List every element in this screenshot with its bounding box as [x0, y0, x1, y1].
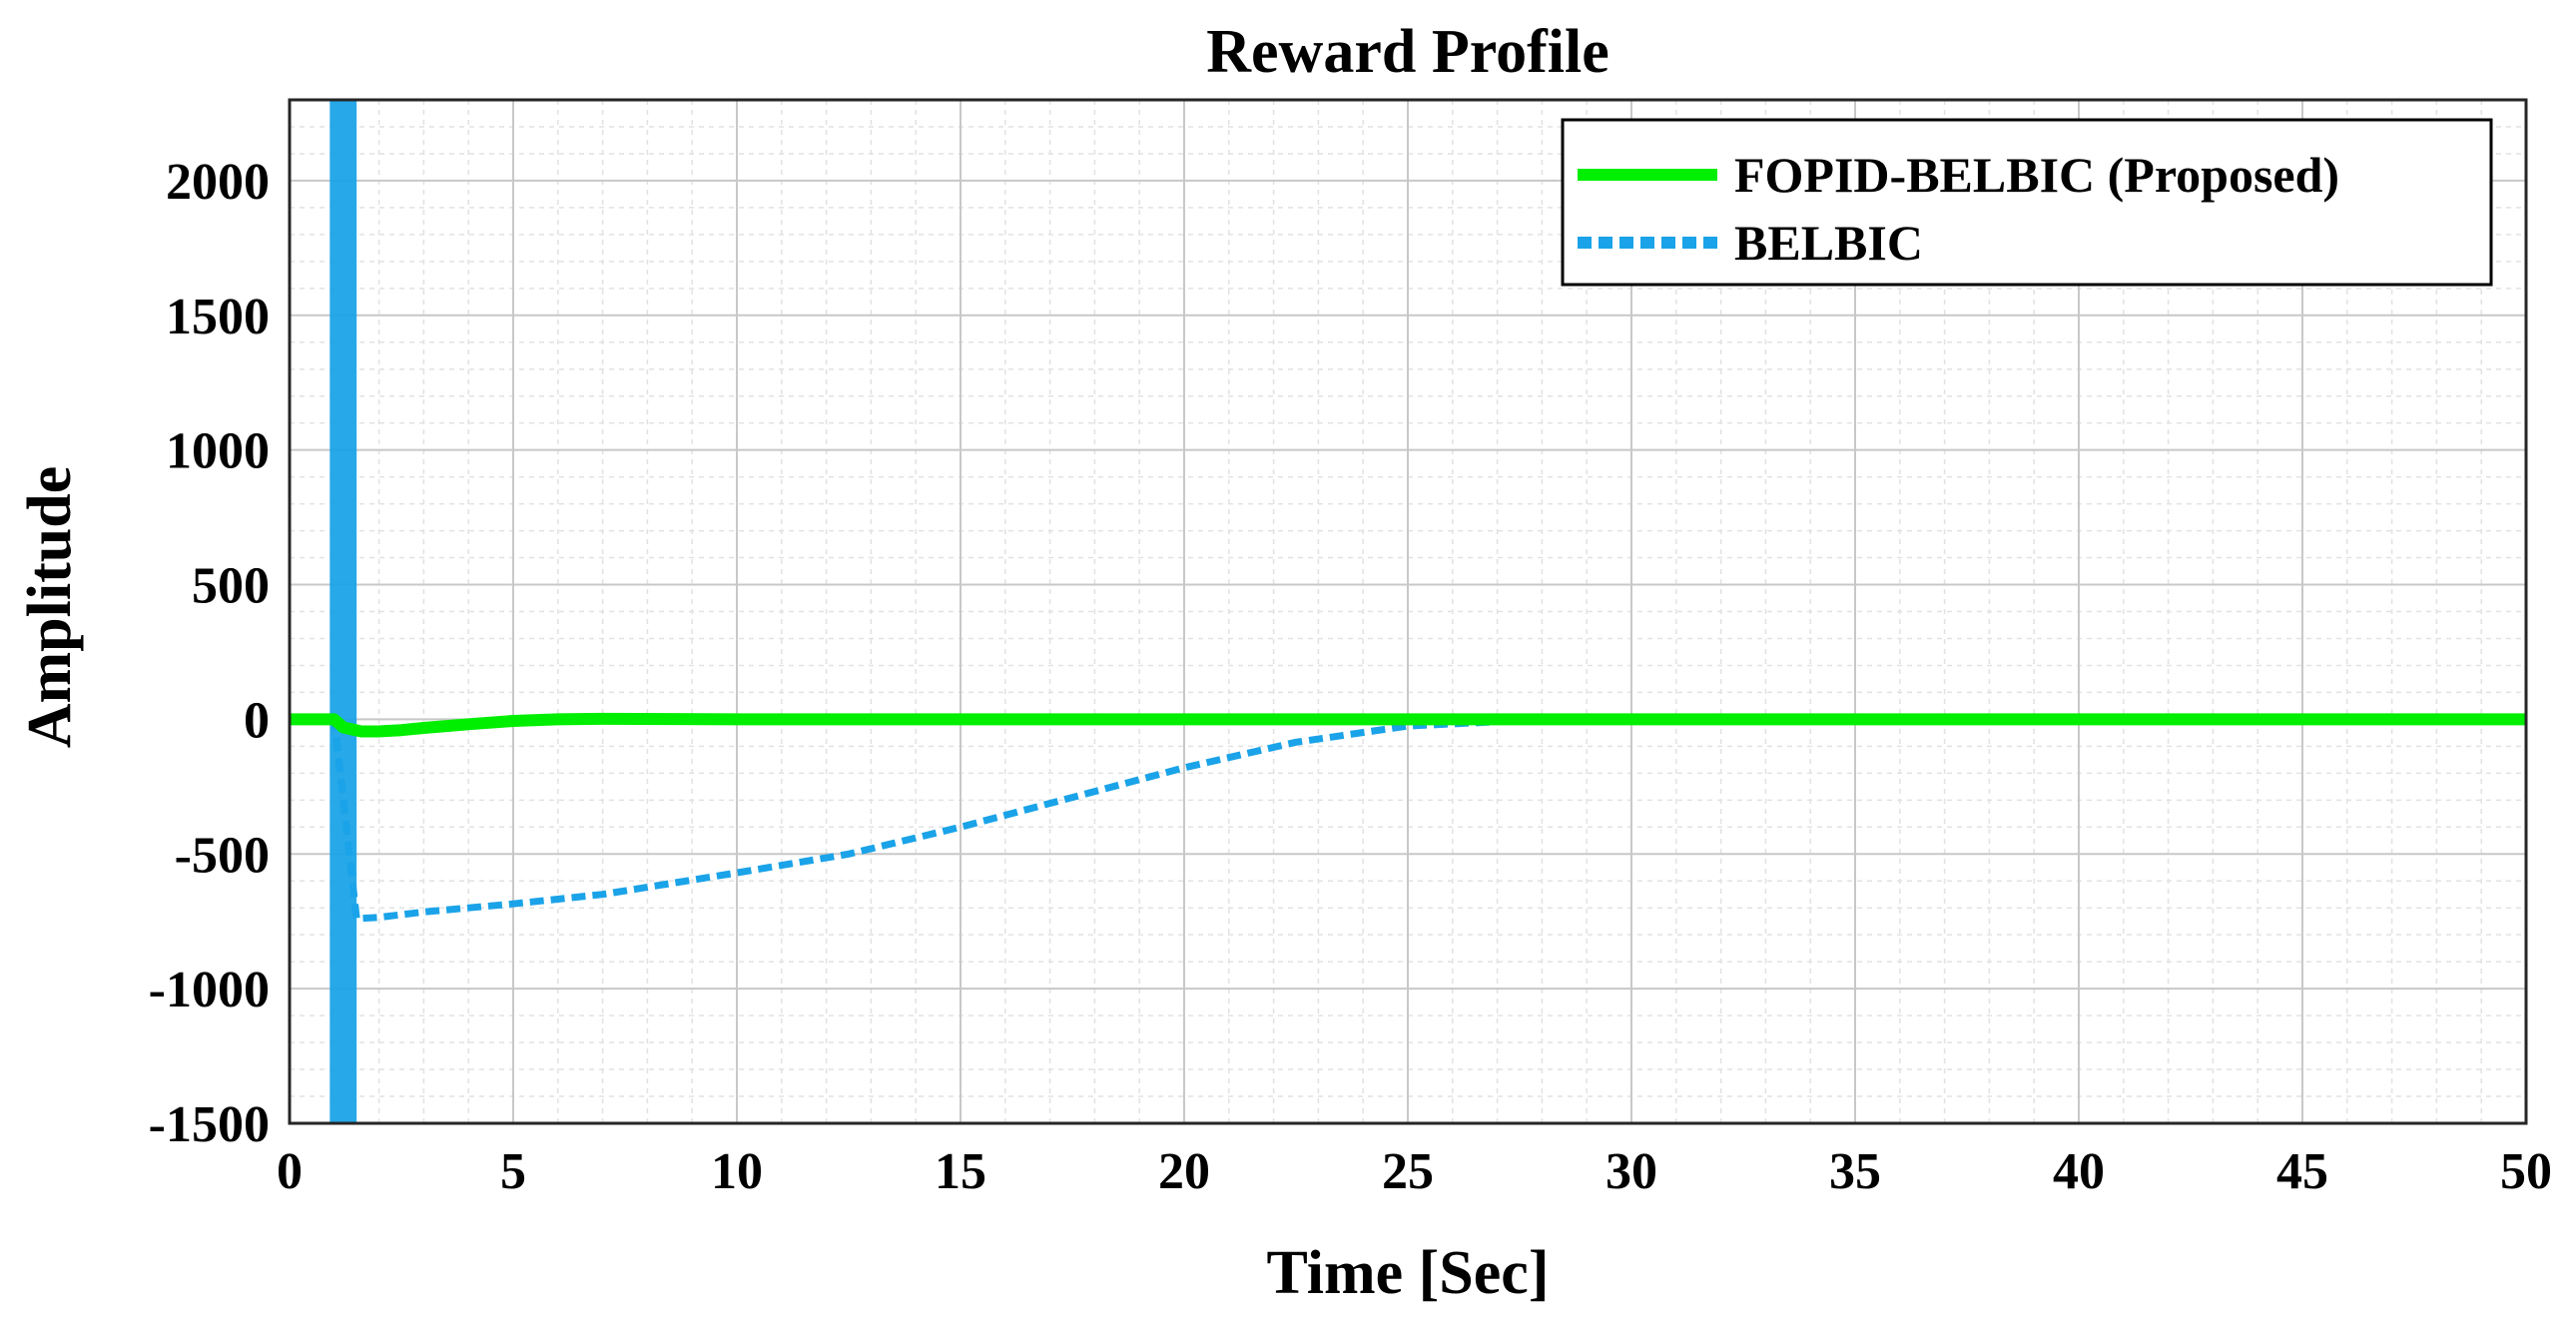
y-tick-label: 1500: [166, 289, 270, 345]
axes-frame: [288, 98, 2528, 1125]
x-tick-label: 45: [2276, 1143, 2328, 1200]
y-tick-label: 500: [192, 558, 270, 615]
x-tick-label: 10: [711, 1143, 763, 1200]
y-tick-label: -1000: [149, 962, 270, 1018]
x-tick-label: 25: [1382, 1143, 1434, 1200]
x-tick-label: 20: [1158, 1143, 1210, 1200]
x-tick-label: 0: [277, 1143, 303, 1200]
x-tick-label: 5: [500, 1143, 526, 1200]
x-tick-label: 30: [1606, 1143, 1657, 1200]
y-tick-label: 0: [244, 692, 270, 749]
series-belbic-spike: [329, 100, 357, 1123]
x-tick-label: 40: [2053, 1143, 2105, 1200]
x-tick-label: 35: [1829, 1143, 1881, 1200]
y-tick-label: 2000: [166, 154, 270, 211]
y-tick-label: 1000: [166, 423, 270, 480]
chart-title: Reward Profile: [1206, 18, 1609, 86]
legend-box: [1561, 118, 2493, 287]
series-fopid-belbic-proposed-line: [290, 712, 2526, 738]
x-tick-label: 15: [935, 1143, 986, 1200]
x-tick-label: 50: [2500, 1143, 2552, 1200]
series-group: [290, 100, 2526, 1123]
y-tick-label: -500: [175, 827, 270, 884]
y-tick-label: -1500: [149, 1096, 270, 1153]
legend-label-belbic: BELBIC: [1734, 215, 1923, 271]
legend-label-fopid-belbic-proposed: FOPID-BELBIC (Proposed): [1734, 147, 2339, 203]
x-axis-label: Time [Sec]: [1267, 1239, 1550, 1307]
legend: FOPID-BELBIC (Proposed) BELBIC: [1561, 118, 2493, 287]
y-axis-label: Amplitude: [16, 466, 84, 748]
